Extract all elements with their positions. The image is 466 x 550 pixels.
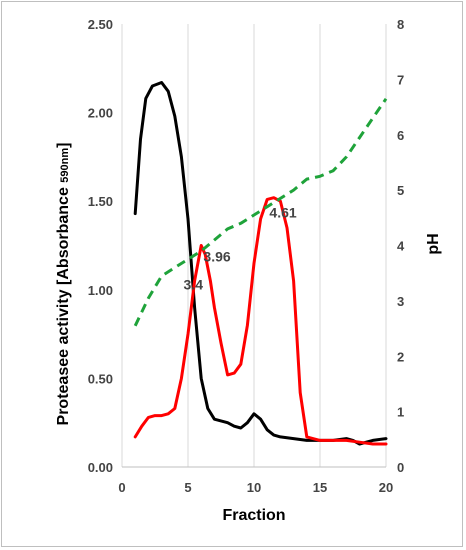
y-left-axis-title: Proteasee activity [Absorbance 590nm]: [55, 143, 72, 426]
y-left-axis-title-close: ]: [55, 143, 72, 148]
y-left-axis-title-sub: 590nm: [59, 148, 71, 183]
y-right-tick-label: 3: [397, 294, 404, 309]
y-left-tick-label: 0.50: [88, 371, 113, 386]
y-left-tick-label: 1.00: [88, 283, 113, 298]
tick-labels: 0 5 10 15 20 0.00 0.50 1.00 1.50 2.00 2.50 0 1 2 3 4 5 6 7…: [88, 17, 405, 495]
series-line-3: [133, 97, 388, 327]
y-right-tick-label: 0: [397, 460, 404, 475]
y-right-tick-label: 1: [397, 405, 404, 420]
y-right-tick-label: 2: [397, 349, 404, 364]
y-right-tick-label: 6: [397, 128, 404, 143]
grid-lines: [121, 24, 387, 467]
y-right-tick-label: 5: [397, 183, 404, 198]
y-right-axis-title: pH: [425, 233, 442, 254]
x-tick-label: 20: [379, 480, 393, 495]
y-left-tick-label: 2.00: [88, 106, 113, 121]
series-line-1: [133, 81, 388, 446]
x-tick-label: 5: [184, 480, 191, 495]
y-right-tick-label: 8: [397, 17, 404, 32]
x-axis-title: Fraction: [222, 507, 285, 524]
y-left-tick-label: 2.50: [88, 17, 113, 32]
annotation-label: 3.4: [184, 276, 204, 292]
x-tick-label: 0: [118, 480, 125, 495]
y-left-tick-label: 0.00: [88, 460, 113, 475]
y-right-tick-label: 4: [397, 239, 405, 254]
y-left-axis-title-main: Proteasee activity [Absorbance: [55, 183, 72, 426]
series-line-2: [133, 196, 388, 446]
annotation-label: 3.96: [203, 249, 230, 265]
series-group: [133, 81, 388, 446]
y-right-tick-label: 7: [397, 72, 404, 87]
annotations: 3.4 3.96 4.61: [184, 204, 297, 292]
x-tick-label: 10: [247, 480, 261, 495]
annotation-label: 4.61: [269, 204, 296, 220]
y-left-tick-label: 1.50: [88, 194, 113, 209]
x-tick-label: 15: [313, 480, 327, 495]
